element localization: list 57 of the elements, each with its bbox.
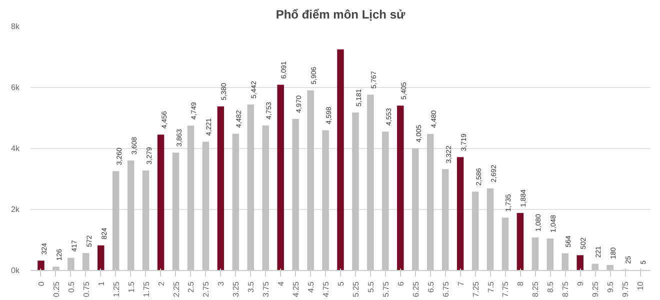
x-tick-label: 5.5 [366, 280, 376, 293]
x-tick-label: 8 [516, 280, 526, 286]
x-tick-label: 0 [36, 280, 46, 286]
x-tick-label: 4.25 [292, 280, 301, 298]
x-tick-label: 1 [96, 280, 106, 286]
x-tick-label: 0.25 [52, 280, 61, 298]
x-tick-label: 0.75 [82, 280, 91, 298]
x-tick-label: 9.75 [621, 280, 630, 298]
x-tick-label: 0.5 [66, 280, 76, 293]
x-tick-label: 8.75 [561, 280, 570, 298]
x-tick-label: 1.5 [126, 280, 136, 293]
x-tick-label: 7 [456, 280, 466, 286]
x-tick-label: 8.5 [546, 280, 556, 293]
x-tick-label: 6.5 [426, 280, 436, 293]
x-tick-label: 4.75 [322, 280, 331, 298]
x-tick-label: 8.25 [531, 280, 540, 298]
x-tick-label: 3.25 [232, 280, 241, 298]
x-tick-label: 6.25 [411, 280, 420, 298]
x-tick-label: 9 [576, 280, 586, 286]
bar [277, 84, 284, 270]
x-tick-label: 1.25 [112, 280, 121, 298]
x-tick-label: 9.5 [606, 280, 616, 293]
bar [397, 106, 404, 270]
x-tick-label: 6 [396, 280, 406, 286]
x-tick-label: 4.5 [306, 280, 316, 293]
bar [38, 260, 44, 270]
bar [98, 245, 104, 270]
x-tick-label: 3 [216, 280, 226, 286]
x-tick-label: 2.75 [202, 280, 211, 298]
bar [217, 106, 224, 270]
x-tick-label: 7.75 [501, 280, 510, 298]
y-tick-label: 2k [11, 205, 20, 214]
x-tick-label: 9.25 [591, 280, 600, 298]
y-tick-label: 8k [11, 22, 20, 31]
x-tick-label: 7.25 [471, 280, 480, 298]
y-tick-label: 4k [11, 144, 20, 153]
x-tick-label: 2.25 [172, 280, 181, 298]
y-tick-label: 6k [11, 83, 20, 92]
x-tick-label: 3.5 [246, 280, 256, 293]
bar [456, 157, 464, 270]
x-tick-label: 6.75 [441, 280, 450, 298]
x-tick-label: 7.5 [486, 280, 496, 293]
x-tick-label: 1.75 [142, 280, 151, 298]
chart-title: Phổ điểm môn Lịch sử [276, 8, 406, 22]
x-tick-label: 5.25 [351, 280, 360, 298]
bar [157, 134, 164, 270]
x-tick-label: 4 [276, 280, 286, 286]
x-tick-label: 5 [336, 280, 346, 286]
x-tick-label: 2.5 [186, 280, 196, 293]
bar [576, 255, 584, 270]
x-tick-label: 2 [156, 280, 166, 286]
x-tick-label: 3.75 [262, 280, 271, 298]
x-tick-label: 5.75 [381, 280, 390, 298]
bar [516, 213, 524, 270]
x-tick-label: 10 [636, 280, 646, 290]
y-tick-label: 0k [11, 266, 20, 275]
bar [337, 49, 344, 270]
